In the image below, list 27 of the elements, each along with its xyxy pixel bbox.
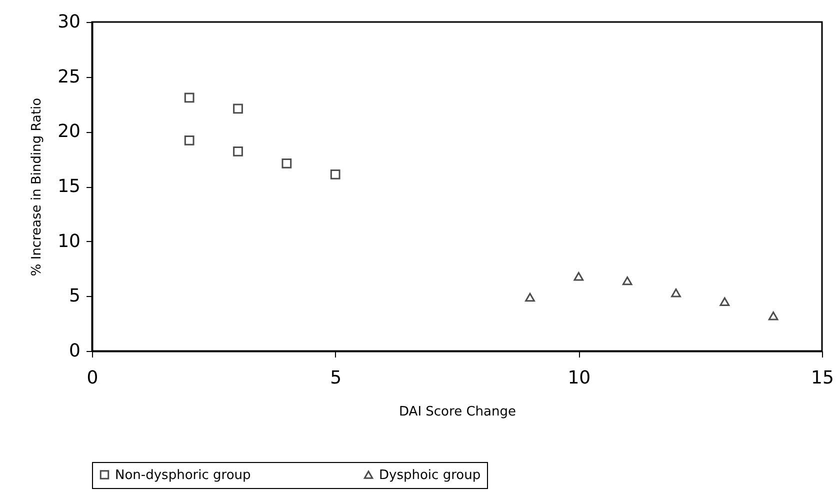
x-tick-label: 10 bbox=[568, 368, 591, 388]
point bbox=[525, 292, 535, 302]
point bbox=[622, 276, 632, 286]
y-tick-label: 10 bbox=[58, 230, 80, 252]
point bbox=[720, 297, 730, 306]
point bbox=[184, 136, 194, 146]
y-axis-title: % Increase in Binding Ratio bbox=[30, 98, 45, 276]
x-tick-label: 5 bbox=[330, 368, 342, 388]
legend-label: Dysphoic group bbox=[379, 468, 481, 483]
legend-label: Non-dysphoric group bbox=[115, 468, 251, 483]
point bbox=[768, 312, 778, 320]
y-tick-label: 5 bbox=[69, 286, 80, 307]
point bbox=[574, 272, 584, 281]
point bbox=[282, 158, 292, 168]
point bbox=[233, 104, 243, 114]
x-tick-label: 0 bbox=[86, 368, 98, 388]
y-tick-label: 25 bbox=[58, 66, 80, 88]
y-tick-label: 20 bbox=[58, 121, 80, 142]
point bbox=[233, 146, 243, 156]
x-axis-title: DAI Score Change bbox=[399, 404, 516, 420]
y-tick-label: 30 bbox=[58, 12, 80, 32]
y-tick-label: 15 bbox=[58, 176, 80, 197]
point bbox=[671, 288, 681, 298]
point bbox=[184, 92, 194, 103]
x-tick-label: 15 bbox=[811, 368, 834, 388]
y-tick-label: 0 bbox=[69, 340, 80, 362]
point bbox=[330, 170, 340, 180]
